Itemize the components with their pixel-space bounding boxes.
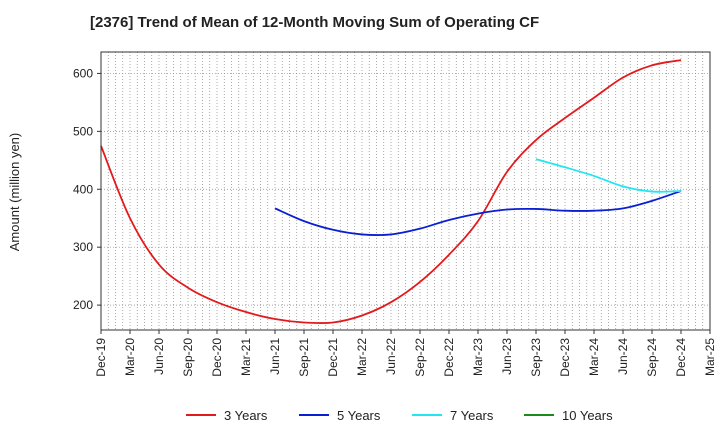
x-tick-label: Sep-24	[645, 338, 659, 377]
legend-label-10-years: 10 Years	[562, 408, 613, 423]
x-tick-label: Sep-22	[413, 338, 427, 377]
x-tick-label: Dec-24	[674, 338, 688, 377]
x-tick-label: Dec-20	[210, 338, 224, 377]
x-tick-label: Jun-22	[384, 338, 398, 375]
x-tick-label: Mar-21	[239, 338, 253, 376]
plot-border	[100, 51, 711, 331]
legend-label-3-years: 3 Years	[224, 408, 268, 423]
x-tick-label: Dec-22	[442, 338, 456, 377]
series-line-7-years	[535, 158, 682, 193]
y-axis-title: Amount (million yen)	[7, 133, 22, 252]
y-tick-label: 500	[73, 124, 93, 138]
y-tick-label: 300	[73, 240, 93, 254]
x-tick-label: Dec-21	[326, 338, 340, 377]
x-tick-label: Dec-19	[94, 338, 108, 377]
x-tick-label: Dec-23	[558, 338, 572, 377]
plot-area	[100, 51, 711, 331]
x-axis: Dec-19 Mar-20 Jun-20 Sep-20 Dec-20 Mar-21 Jun-…	[94, 330, 717, 377]
legend-label-7-years: 7 Years	[450, 408, 494, 423]
x-tick-label: Mar-24	[587, 338, 601, 376]
series-line-3-years	[100, 59, 682, 325]
x-tick-label: Jun-20	[152, 338, 166, 375]
chart-title: [2376] Trend of Mean of 12-Month Moving …	[90, 14, 539, 31]
x-tick-label: Mar-25	[703, 338, 717, 376]
legend: 3 Years 5 Years 7 Years 10 Years	[186, 408, 613, 423]
x-tick-label: Jun-24	[616, 338, 630, 375]
x-tick-label: Jun-21	[268, 338, 282, 375]
y-tick-label: 200	[73, 298, 93, 312]
y-tick-label: 600	[73, 66, 93, 80]
x-tick-label: Sep-23	[529, 338, 543, 377]
legend-label-5-years: 5 Years	[337, 408, 381, 423]
y-axis: 200 300 400 500 600	[73, 66, 101, 312]
x-tick-label: Mar-20	[123, 338, 137, 376]
x-tick-label: Sep-21	[297, 338, 311, 377]
x-tick-label: Sep-20	[181, 338, 195, 377]
series-line-5-years	[274, 190, 682, 236]
y-tick-label: 400	[73, 182, 93, 196]
x-tick-label: Mar-23	[471, 338, 485, 376]
x-tick-label: Jun-23	[500, 338, 514, 375]
x-tick-label: Mar-22	[355, 338, 369, 376]
